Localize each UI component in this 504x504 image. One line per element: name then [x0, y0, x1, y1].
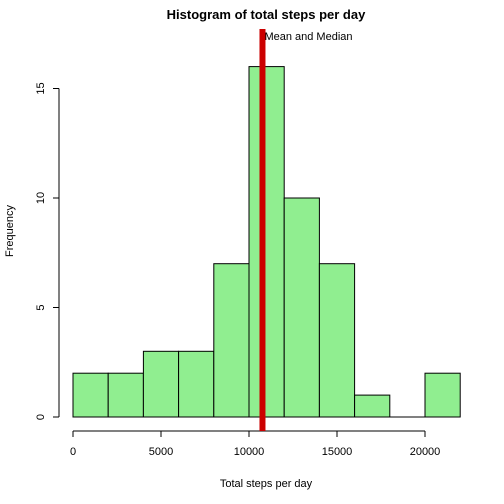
- histogram-bar: [72, 372, 109, 418]
- histogram-bar: [283, 197, 320, 418]
- histogram-bar: [107, 372, 144, 418]
- x-tick-label: 10000: [234, 446, 265, 458]
- y-tick-label: 5: [35, 304, 47, 310]
- y-tick-label: 10: [35, 192, 47, 204]
- y-tick-label: 0: [35, 414, 47, 420]
- chart-title: Histogram of total steps per day: [167, 7, 366, 22]
- x-tick-label: 15000: [322, 446, 353, 458]
- x-tick-label: 5000: [149, 446, 173, 458]
- x-axis-label: Total steps per day: [220, 478, 313, 490]
- histogram-bar: [424, 372, 461, 418]
- x-tick-label: 20000: [410, 446, 441, 458]
- bars-group: [72, 66, 461, 418]
- y-tick-label: 15: [35, 82, 47, 94]
- histogram-bar: [142, 350, 180, 418]
- x-tick-label: 0: [70, 446, 76, 458]
- y-axis: 0 5 10 15: [35, 82, 60, 420]
- histogram-bar: [178, 350, 215, 418]
- mean-median-label: Mean and Median: [264, 31, 352, 43]
- histogram-bar: [354, 394, 391, 418]
- histogram-bar: [213, 263, 250, 418]
- histogram-bar: [318, 263, 356, 418]
- y-axis-label: Frequency: [4, 205, 16, 257]
- histogram-bar: [248, 66, 285, 418]
- x-axis: 0 5000 10000 15000 20000: [70, 430, 441, 458]
